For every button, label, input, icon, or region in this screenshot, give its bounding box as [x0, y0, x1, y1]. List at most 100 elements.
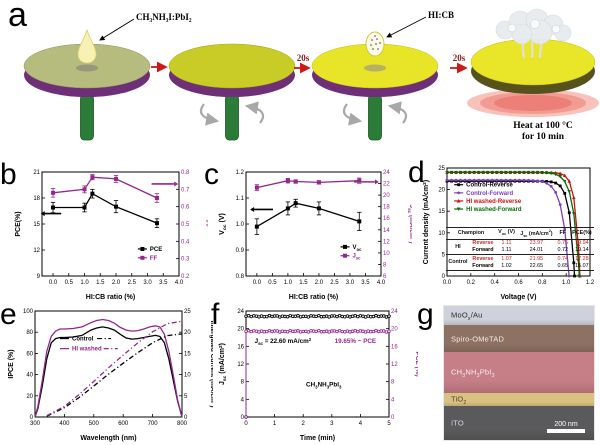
svg-text:20: 20 — [237, 327, 244, 333]
svg-text:0.4: 0.4 — [181, 239, 190, 245]
svg-text:20: 20 — [391, 327, 398, 333]
jv-champion-table: Champion Voc (V) Jsc (mA/cm2) FF PCE(%) HI Rev… — [446, 227, 594, 271]
svg-text:10: 10 — [184, 373, 191, 379]
svg-text:1.1: 1.1 — [236, 196, 245, 202]
table-header: FF — [555, 227, 570, 240]
svg-text:PCE: PCE — [150, 247, 162, 253]
svg-text:2.0: 2.0 — [112, 280, 121, 286]
svg-text:21: 21 — [33, 170, 40, 176]
svg-text:15: 15 — [33, 222, 40, 228]
hotplate-glow-icon — [494, 95, 572, 111]
svg-text:4.0: 4.0 — [175, 280, 184, 286]
svg-text:HI:CB ratio (%): HI:CB ratio (%) — [289, 294, 338, 301]
svg-text:14: 14 — [383, 228, 390, 234]
champion-table: Champion Voc (V) Jsc (mA/cm2) FF PCE(%) HI Rev… — [446, 227, 594, 271]
precursor-pointer-arrow-icon — [99, 18, 135, 41]
table-row: Control Reverse 1.07 21.95 0.74 17.28 — [446, 254, 594, 271]
series-control-forward — [445, 178, 571, 278]
svg-text:12: 12 — [33, 248, 40, 254]
spin-disc-2 — [168, 43, 296, 141]
axis-left: 0.8 0.9 1.0 1.1 1.2 Voc​ (V) — [219, 170, 249, 280]
series-ff — [50, 174, 160, 203]
precursor-label: CH₃NH₃I:PbI₂ — [136, 12, 192, 22]
heat-caption-line2: for 10 min — [522, 132, 565, 142]
series-hi-washed-ipce — [34, 318, 183, 418]
table-header: Jsc (mA/cm2) — [517, 227, 556, 240]
precursor-droplet-icon — [77, 28, 97, 64]
svg-text:0.8: 0.8 — [181, 170, 190, 176]
sem-layer-label: Spiro-OMeTAD — [451, 334, 505, 343]
svg-text:18: 18 — [383, 205, 390, 211]
rotation-arrow-icon — [387, 101, 408, 124]
svg-text:Control-Forward: Control-Forward — [466, 191, 513, 197]
panel-letter-f: f — [211, 298, 220, 331]
droplet-dots — [370, 35, 381, 50]
heat-caption-line1: Heat at 100 °C — [513, 120, 573, 131]
svg-text:24: 24 — [383, 170, 390, 176]
svg-text:20: 20 — [184, 330, 191, 336]
svg-text:700: 700 — [148, 421, 159, 427]
svg-text:15: 15 — [184, 351, 191, 357]
svg-text:22: 22 — [383, 182, 390, 188]
svg-text:3.0: 3.0 — [143, 280, 152, 286]
svg-text:12: 12 — [237, 362, 244, 368]
svg-text:1.5: 1.5 — [299, 280, 308, 286]
svg-text:0: 0 — [30, 415, 34, 421]
svg-text:8: 8 — [391, 380, 395, 386]
svg-text:3: 3 — [330, 421, 334, 427]
table-header: Champion — [446, 227, 496, 240]
legend: Control-Reverse Control-Forward HI washed-… — [454, 183, 522, 213]
svg-text:PCE(%): PCE(%) — [15, 211, 22, 236]
svg-text:HI washed-Reverse: HI washed-Reverse — [466, 199, 522, 205]
svg-text:4: 4 — [241, 397, 245, 403]
series-hi-washed-forward — [445, 170, 582, 278]
panel-letter-d: d — [408, 156, 425, 189]
svg-text:Time (min): Time (min) — [300, 435, 335, 442]
panel-letter-g: g — [417, 298, 434, 331]
sem-layer: CH3NH3PbI3 — [444, 352, 594, 393]
series-pce — [50, 188, 160, 228]
table-row: Forward 1.02 22.65 0.65 15.07 — [472, 262, 589, 269]
series-pce-stability — [244, 328, 391, 419]
svg-text:16: 16 — [391, 344, 398, 350]
svg-text:8: 8 — [383, 262, 387, 268]
svg-text:5: 5 — [442, 252, 446, 258]
svg-text:0.2: 0.2 — [181, 274, 190, 280]
svg-text:FF: FF — [150, 256, 158, 262]
svg-text:4.0: 4.0 — [377, 280, 386, 286]
svg-text:12: 12 — [383, 239, 390, 245]
spin-post-icon — [80, 94, 94, 141]
spin-post-icon — [225, 94, 239, 141]
svg-text:Voc​ (V): Voc​ (V) — [219, 213, 228, 235]
spin-time-1-label: 20s — [297, 53, 310, 63]
svg-text:0.6: 0.6 — [181, 205, 190, 211]
svg-text:1.0: 1.0 — [284, 280, 293, 286]
svg-text:3.5: 3.5 — [159, 280, 168, 286]
svg-text:18: 18 — [33, 196, 40, 202]
sem-layer-label: ITO — [451, 418, 464, 428]
svg-text:0.4: 0.4 — [490, 280, 499, 286]
svg-text:3.0: 3.0 — [346, 280, 355, 286]
plot-chart-d: 0.0 0.2 0.4 0.6 0.8 1.0 1.2 Voltage (V) 0 5 10 15 20… — [422, 166, 595, 301]
sem-layer: MoOx/Au — [444, 306, 594, 325]
svg-text:1.2: 1.2 — [586, 280, 595, 286]
annotation: 19.65% ~ PCE — [335, 338, 376, 345]
svg-text:4: 4 — [391, 397, 395, 403]
svg-text:25: 25 — [184, 309, 191, 315]
wash-label: HI:CB — [428, 10, 454, 20]
svg-text:800: 800 — [177, 421, 188, 427]
sem-layer: TiO2 — [444, 393, 594, 406]
svg-text:Control: Control — [72, 337, 94, 343]
series-j-sc- — [254, 177, 362, 191]
rotation-arrow-icon — [199, 103, 220, 126]
axis-x: 0.0 0.5 1.0 1.5 2.0 2.5 3.0 3.5 4.0 HI:CB ratio (… — [49, 273, 184, 301]
svg-text:12: 12 — [391, 362, 398, 368]
chart-voc-jsc: 0.0 0.5 1.0 1.5 2.0 2.5 3.0 3.5 4.0 HI:CB ratio (… — [219, 170, 412, 301]
svg-text:0.9: 0.9 — [236, 248, 245, 254]
table-header: PCE(%) — [569, 227, 594, 240]
svg-text:0.0: 0.0 — [253, 280, 262, 286]
sem-layer: ITO — [444, 406, 594, 440]
